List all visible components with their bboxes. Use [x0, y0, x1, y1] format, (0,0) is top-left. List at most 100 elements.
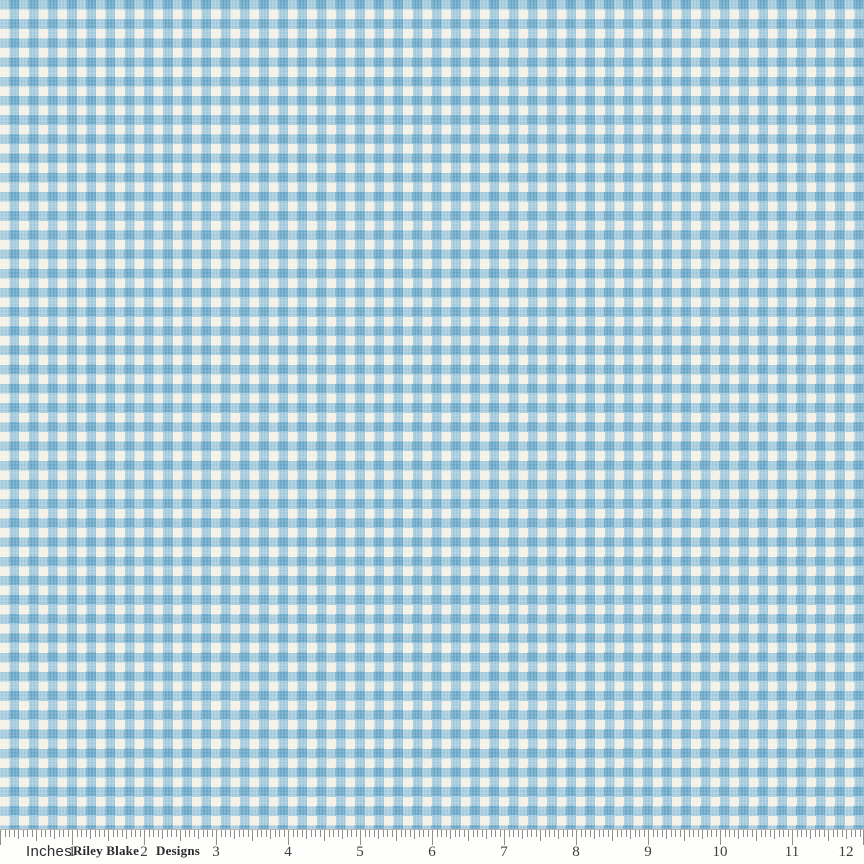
ruler-tick	[432, 830, 433, 845]
ruler-tick	[292, 830, 294, 837]
ruler-tick	[211, 830, 213, 837]
ruler-tick	[679, 830, 681, 837]
ruler-tick	[463, 830, 465, 837]
ruler-tick	[229, 830, 231, 837]
ruler-tick	[594, 830, 595, 839]
ruler-tick	[531, 830, 532, 837]
ruler-tick	[724, 830, 726, 837]
ruler-tick	[94, 830, 96, 837]
ruler-tick	[279, 830, 280, 837]
ruler-tick	[274, 830, 276, 837]
ruler-tick	[216, 830, 217, 845]
ruler-tick	[751, 830, 753, 837]
ruler-unit-label: Inches	[26, 843, 72, 860]
ruler-tick	[193, 830, 195, 837]
ruler-tick	[454, 830, 456, 837]
ruler-tick	[180, 830, 181, 841]
ruler-tick	[486, 830, 487, 839]
ruler-tick	[139, 830, 141, 837]
ruler-tick	[153, 830, 154, 837]
ruler-tick	[225, 830, 226, 837]
ruler-number-9: 9	[644, 844, 652, 860]
ruler-tick	[571, 830, 573, 837]
ruler-tick	[198, 830, 199, 839]
ruler-tick	[234, 830, 235, 839]
ruler-tick	[103, 830, 105, 837]
ruler-tick	[0, 830, 1, 845]
ruler-tick	[171, 830, 172, 837]
ruler-tick	[625, 830, 627, 837]
ruler-tick	[58, 830, 60, 837]
ruler-tick	[297, 830, 298, 837]
ruler-tick	[670, 830, 672, 837]
ruler-number-12: 12	[838, 844, 854, 860]
ruler-tick	[850, 830, 852, 837]
ruler-tick	[702, 830, 703, 839]
ruler-tick	[256, 830, 258, 837]
ruler-tick	[319, 830, 321, 837]
ruler-tick	[495, 830, 496, 837]
ruler-tick	[715, 830, 717, 837]
ruler-tick	[315, 830, 316, 837]
ruler-tick	[328, 830, 330, 837]
ruler-tick	[562, 830, 564, 837]
ruler-tick	[603, 830, 604, 837]
ruler-tick	[720, 830, 721, 845]
ruler-tick	[4, 830, 6, 837]
ruler-tick	[405, 830, 406, 837]
ruler-tick	[27, 830, 28, 837]
ruler-tick	[9, 830, 10, 837]
ruler-tick	[436, 830, 438, 837]
ruler-tick	[189, 830, 190, 837]
ruler-tick	[648, 830, 649, 845]
ruler-tick	[202, 830, 204, 837]
ruler-tick	[270, 830, 271, 839]
ruler-tick	[333, 830, 334, 837]
ruler-tick	[688, 830, 690, 837]
ruler-tick	[765, 830, 766, 837]
ruler-tick	[63, 830, 64, 837]
ruler-tick	[288, 830, 289, 845]
ruler-tick	[607, 830, 609, 837]
ruler-tick	[85, 830, 87, 837]
ruler-number-6: 6	[428, 844, 436, 860]
ruler-tick	[567, 830, 568, 837]
ruler-tick	[787, 830, 789, 837]
ruler-tick	[783, 830, 784, 837]
ruler-tick	[117, 830, 118, 837]
ruler-tick	[261, 830, 262, 837]
ruler-tick	[387, 830, 388, 837]
ruler-tick	[792, 830, 793, 845]
ruler-tick	[733, 830, 735, 837]
ruler-tick	[846, 830, 847, 839]
ruler-tick	[598, 830, 600, 837]
ruler-tick	[130, 830, 132, 837]
ruler-tick	[49, 830, 51, 837]
ruler-tick	[355, 830, 357, 837]
ruler-tick	[643, 830, 645, 837]
ruler-ticks	[0, 830, 864, 864]
ruler-tick	[513, 830, 514, 837]
ruler-number-7: 7	[500, 844, 508, 860]
ruler-tick	[301, 830, 303, 837]
ruler-tick	[108, 830, 109, 841]
ruler-tick	[45, 830, 46, 837]
ruler-tick	[652, 830, 654, 837]
ruler-tick	[684, 830, 685, 841]
ruler-tick	[675, 830, 676, 837]
ruler-tick	[814, 830, 816, 837]
ruler-tick	[157, 830, 159, 837]
ruler-tick	[576, 830, 577, 845]
ruler-tick	[283, 830, 285, 837]
ruler-tick	[351, 830, 352, 837]
ruler-tick	[310, 830, 312, 837]
ruler-tick	[841, 830, 843, 837]
ruler-tick	[247, 830, 249, 837]
ruler-tick	[729, 830, 730, 837]
ruler-tick	[544, 830, 546, 837]
ruler-tick	[90, 830, 91, 839]
ruler-tick	[612, 830, 613, 841]
ruler-tick	[657, 830, 658, 837]
ruler-tick	[585, 830, 586, 837]
ruler-number-8: 8	[572, 844, 580, 860]
